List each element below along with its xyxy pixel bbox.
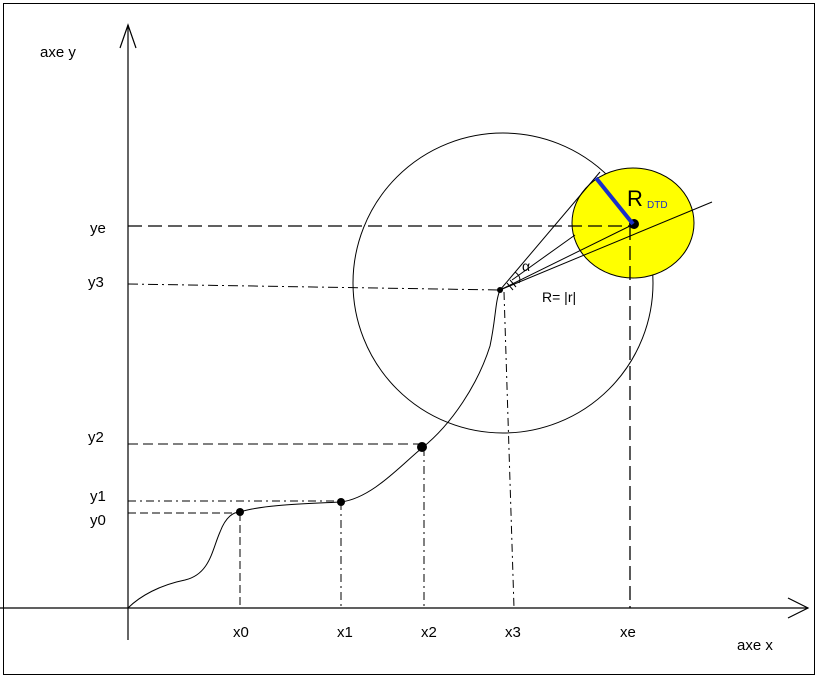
trajectory-curve [127,289,501,609]
vector-tangent-upper [499,171,601,291]
projection-lines [127,283,515,609]
x-axis-label: axe x [737,637,773,654]
arrow-mark-2 [509,279,517,288]
x-tick-label-x0: x0 [233,624,249,641]
x-tick-label-x1: x1 [337,624,353,641]
y-tick-label-y1: y1 [90,488,106,505]
axes [0,23,810,640]
figure-frame [3,3,815,675]
rdtd-label-sub: DTD [647,200,668,211]
rdtd-label-main: R [627,186,643,211]
x-tick-label-x2: x2 [421,624,437,641]
arrow-mark-1 [506,282,514,291]
angle-arc [514,271,521,284]
y-tick-label-y0: y0 [90,512,106,529]
vector-r [499,201,713,291]
data-points [236,219,639,516]
point-x0-y0 [236,508,244,516]
radius-circle [352,132,654,434]
y-axis-label: axe y [40,44,76,61]
y-tick-label-y2: y2 [88,429,104,446]
projection-x3 [503,291,515,609]
y-tick-labels: y0 y1 y2 y3 ye [88,220,106,529]
projection-y3 [127,283,501,291]
vector-tangent-lower [499,223,635,291]
point-x2-y2 [417,442,427,452]
y-axis-arrowhead [119,23,137,49]
y-tick-label-ye: ye [90,220,106,237]
projection-lines-e [128,225,634,608]
vector-aux [511,234,576,281]
x-tick-labels: x0 x1 x2 x3 xe [233,624,636,641]
x-axis-arrowhead [787,597,810,619]
point-x1-y1 [337,498,345,506]
angle-label: α [522,258,530,274]
radius-label: R= |r| [542,289,576,305]
x-tick-label-x3: x3 [505,624,521,641]
vector-lines [499,171,713,291]
dtd-radius [594,176,635,226]
y-tick-label-y3: y3 [88,274,104,291]
x-tick-label-xe: xe [620,624,636,641]
